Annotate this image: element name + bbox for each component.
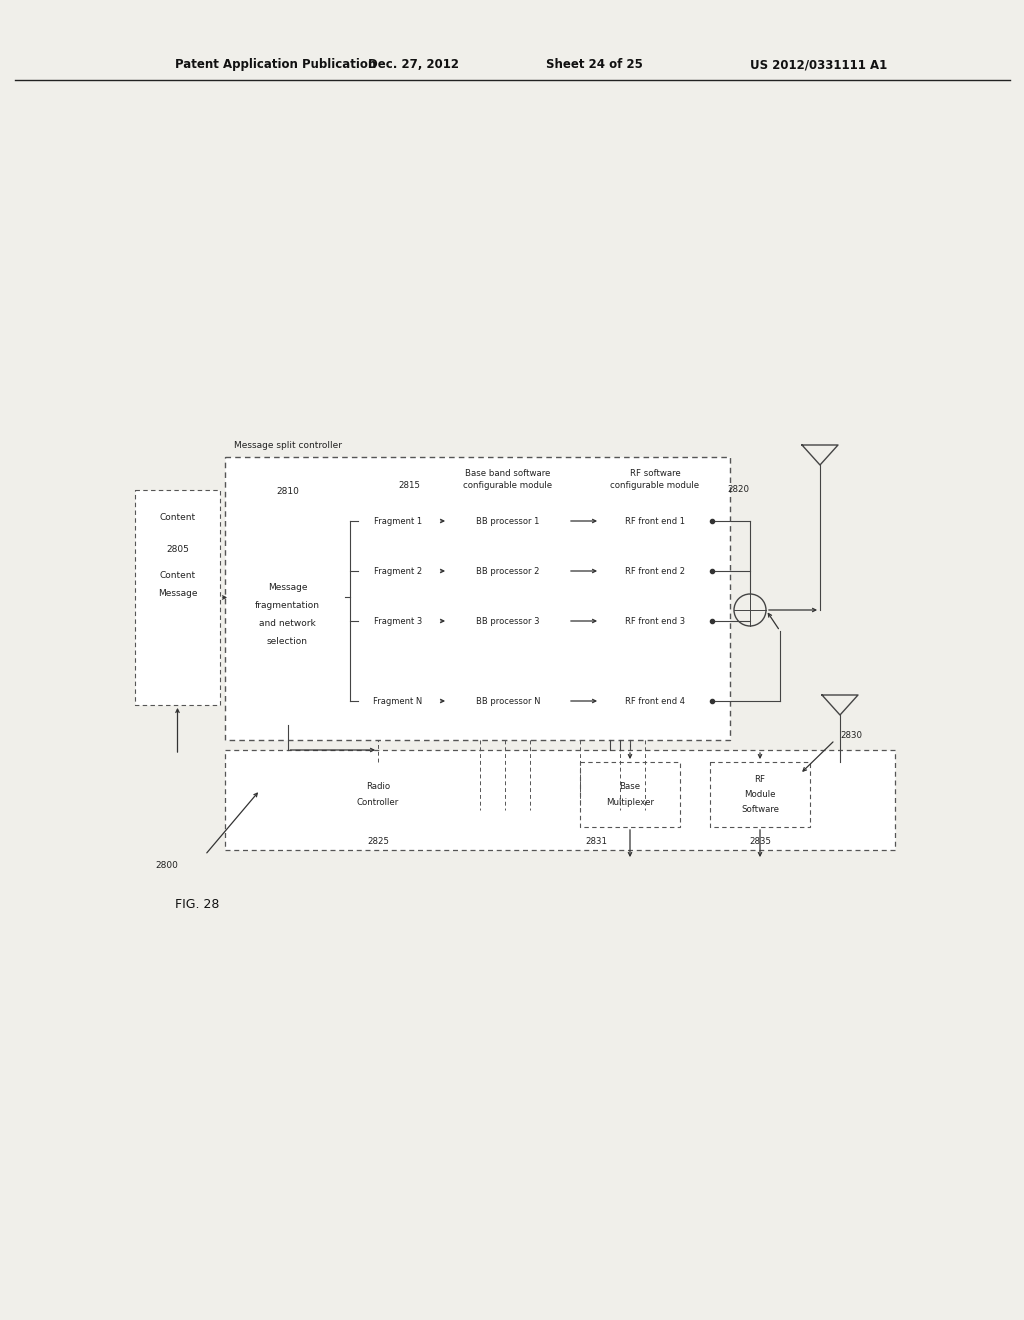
Text: Message split controller: Message split controller [233, 441, 341, 450]
Text: Fragment N: Fragment N [374, 697, 423, 705]
Text: RF front end 1: RF front end 1 [625, 516, 685, 525]
Text: Content: Content [160, 570, 196, 579]
Text: fragmentation: fragmentation [255, 601, 319, 610]
Text: Dec. 27, 2012: Dec. 27, 2012 [368, 58, 459, 71]
Text: US 2012/0331111 A1: US 2012/0331111 A1 [750, 58, 887, 71]
Text: Fragment 2: Fragment 2 [374, 566, 422, 576]
Text: Module: Module [744, 789, 776, 799]
Text: Fragment 1: Fragment 1 [374, 516, 422, 525]
Text: Base: Base [620, 781, 641, 791]
Text: 2830: 2830 [840, 730, 862, 739]
Bar [592, 495, 718, 727]
Text: 2835: 2835 [749, 837, 771, 846]
Bar [449, 560, 568, 582]
Text: RF software: RF software [630, 469, 680, 478]
Text: 2815: 2815 [398, 480, 420, 490]
Bar [358, 610, 438, 632]
Bar [225, 457, 730, 741]
Text: 2825: 2825 [367, 837, 389, 846]
Text: 2800: 2800 [155, 861, 178, 870]
Bar [225, 750, 895, 850]
Text: configurable module: configurable module [610, 480, 699, 490]
Text: RF front end 2: RF front end 2 [625, 566, 685, 576]
Bar [230, 470, 345, 725]
Text: selection: selection [267, 638, 308, 645]
Bar [580, 762, 680, 828]
Text: RF front end 4: RF front end 4 [625, 697, 685, 705]
Bar [449, 690, 568, 711]
Text: 2805: 2805 [166, 545, 189, 554]
Bar [358, 510, 438, 532]
Bar [328, 762, 428, 828]
Text: Message: Message [267, 583, 307, 591]
Bar [135, 490, 220, 705]
Text: configurable module: configurable module [464, 480, 553, 490]
Bar [600, 560, 710, 582]
Text: Sheet 24 of 25: Sheet 24 of 25 [546, 58, 643, 71]
Text: BB processor 2: BB processor 2 [476, 566, 540, 576]
Bar [600, 510, 710, 532]
Bar [600, 690, 710, 711]
Bar [710, 762, 810, 828]
Text: Radio: Radio [366, 781, 390, 791]
Text: Base band software: Base band software [465, 469, 551, 478]
Text: and network: and network [259, 619, 315, 628]
Bar [600, 610, 710, 632]
Text: Message: Message [158, 589, 198, 598]
Text: Fragment 3: Fragment 3 [374, 616, 422, 626]
Text: 2831: 2831 [585, 837, 607, 846]
Text: Content: Content [160, 513, 196, 523]
Text: RF: RF [755, 775, 766, 784]
Text: RF front end 3: RF front end 3 [625, 616, 685, 626]
Text: BB processor 1: BB processor 1 [476, 516, 540, 525]
Text: Controller: Controller [357, 799, 399, 807]
Bar [449, 610, 568, 632]
Text: Patent Application Publication: Patent Application Publication [175, 58, 376, 71]
Bar [440, 495, 575, 727]
Text: 2820: 2820 [727, 486, 749, 495]
Text: Software: Software [741, 805, 779, 814]
Text: 2810: 2810 [276, 487, 299, 496]
Text: Multiplexer: Multiplexer [606, 799, 654, 807]
Text: BB processor 3: BB processor 3 [476, 616, 540, 626]
Bar [358, 560, 438, 582]
Bar [449, 510, 568, 532]
Bar [358, 690, 438, 711]
Text: FIG. 28: FIG. 28 [175, 899, 219, 912]
Text: BB processor N: BB processor N [476, 697, 541, 705]
